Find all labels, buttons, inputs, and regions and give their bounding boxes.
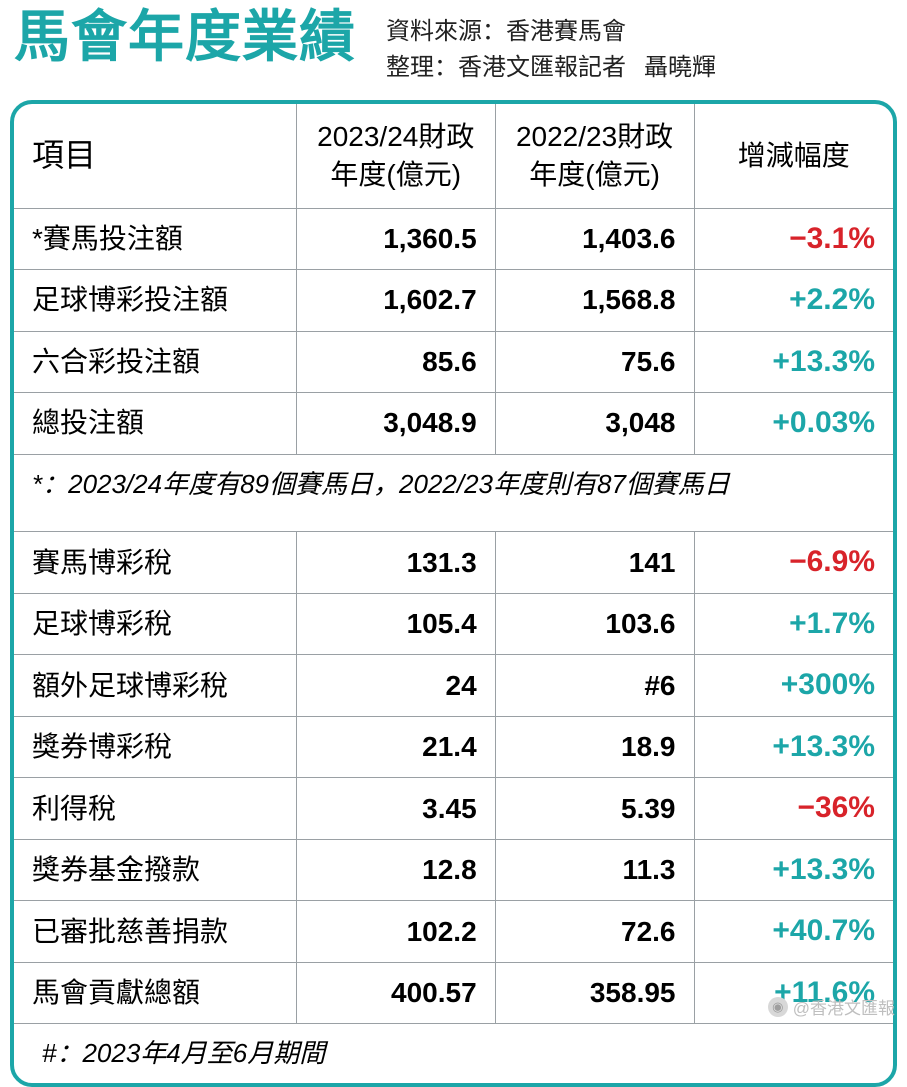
row-label: 六合彩投注額 xyxy=(14,331,296,393)
row-delta: −3.1% xyxy=(694,208,893,270)
table-row: 馬會貢獻總額400.57358.95+11.6% xyxy=(14,962,893,1024)
row-value-fy2324: 131.3 xyxy=(296,532,495,594)
row-delta: +40.7% xyxy=(694,901,893,963)
row-value-fy2324: 1,360.5 xyxy=(296,208,495,270)
row-delta: +2.2% xyxy=(694,270,893,332)
row-label: 足球博彩稅 xyxy=(14,593,296,655)
row-value-fy2223: 1,568.8 xyxy=(495,270,694,332)
table-row: 利得稅3.455.39−36% xyxy=(14,778,893,840)
row-delta: +0.03% xyxy=(694,393,893,455)
table-row: 獎券博彩稅21.418.9+13.3% xyxy=(14,716,893,778)
source-line-2: 整理：香港文匯報記者聶曉輝 xyxy=(386,50,716,86)
row-delta: −36% xyxy=(694,778,893,840)
watermark-text: @香港文匯報 xyxy=(793,994,895,1019)
row-value-fy2324: 85.6 xyxy=(296,331,495,393)
source-value: 香港賽馬會 xyxy=(506,18,626,45)
row-value-fy2223: 18.9 xyxy=(495,716,694,778)
header: 馬會年度業績 資料來源：香港賽馬會 整理：香港文匯報記者聶曉輝 xyxy=(0,0,907,86)
compiled-by: 香港文匯報記者 xyxy=(458,54,626,81)
row-value-fy2223: 3,048 xyxy=(495,393,694,455)
table-body: *賽馬投注額1,360.51,403.6−3.1%足球博彩投注額1,602.71… xyxy=(14,208,893,1083)
table-row: 六合彩投注額85.675.6+13.3% xyxy=(14,331,893,393)
row-label: 賽馬博彩稅 xyxy=(14,532,296,594)
table-head: 項目 2023/24財政 年度(億元) 2022/23財政 年度(億元) 增減幅… xyxy=(14,104,893,208)
row-value-fy2223: #6 xyxy=(495,655,694,717)
footnote-2: #：2023年4月至6月期間 xyxy=(14,1024,893,1084)
row-delta: +13.3% xyxy=(694,331,893,393)
row-value-fy2324: 105.4 xyxy=(296,593,495,655)
compiled-label: 整理： xyxy=(386,54,458,81)
footnote-row-1: *：2023/24年度有89個賽馬日，2022/23年度則有87個賽馬日 xyxy=(14,454,893,514)
table-row: 額外足球博彩稅24#6+300% xyxy=(14,655,893,717)
row-label: 獎券博彩稅 xyxy=(14,716,296,778)
table-row: *賽馬投注額1,360.51,403.6−3.1% xyxy=(14,208,893,270)
row-label: 總投注額 xyxy=(14,393,296,455)
row-value-fy2223: 72.6 xyxy=(495,901,694,963)
table-row: 總投注額3,048.93,048+0.03% xyxy=(14,393,893,455)
table-row: 賽馬博彩稅131.3141−6.9% xyxy=(14,532,893,594)
row-value-fy2223: 103.6 xyxy=(495,593,694,655)
data-table-wrap: 項目 2023/24財政 年度(億元) 2022/23財政 年度(億元) 增減幅… xyxy=(10,100,897,1087)
row-label: 馬會貢獻總額 xyxy=(14,962,296,1024)
table-row: 足球博彩投注額1,602.71,568.8+2.2% xyxy=(14,270,893,332)
row-delta: +13.3% xyxy=(694,839,893,901)
row-value-fy2223: 1,403.6 xyxy=(495,208,694,270)
row-value-fy2324: 400.57 xyxy=(296,962,495,1024)
row-value-fy2223: 141 xyxy=(495,532,694,594)
col-header-fy2223: 2022/23財政 年度(億元) xyxy=(495,104,694,208)
col-header-item: 項目 xyxy=(14,104,296,208)
row-value-fy2324: 3,048.9 xyxy=(296,393,495,455)
weibo-icon: ◉ xyxy=(768,997,788,1017)
row-label: 利得稅 xyxy=(14,778,296,840)
spacer-row xyxy=(14,514,893,532)
row-value-fy2223: 358.95 xyxy=(495,962,694,1024)
watermark: ◉ @香港文匯報 xyxy=(768,994,895,1019)
row-value-fy2223: 11.3 xyxy=(495,839,694,901)
footnote-1: *：2023/24年度有89個賽馬日，2022/23年度則有87個賽馬日 xyxy=(14,454,893,514)
row-label: 足球博彩投注額 xyxy=(14,270,296,332)
row-delta: −6.9% xyxy=(694,532,893,594)
table-row: 獎券基金撥款12.811.3+13.3% xyxy=(14,839,893,901)
source-label: 資料來源： xyxy=(386,18,506,45)
row-label: 額外足球博彩稅 xyxy=(14,655,296,717)
row-value-fy2324: 1,602.7 xyxy=(296,270,495,332)
row-value-fy2324: 12.8 xyxy=(296,839,495,901)
source-block: 資料來源：香港賽馬會 整理：香港文匯報記者聶曉輝 xyxy=(386,8,716,86)
row-value-fy2324: 102.2 xyxy=(296,901,495,963)
row-value-fy2324: 3.45 xyxy=(296,778,495,840)
data-table: 項目 2023/24財政 年度(億元) 2022/23財政 年度(億元) 增減幅… xyxy=(14,104,893,1083)
row-delta: +300% xyxy=(694,655,893,717)
col-header-fy2324: 2023/24財政 年度(億元) xyxy=(296,104,495,208)
row-value-fy2223: 75.6 xyxy=(495,331,694,393)
row-label: 獎券基金撥款 xyxy=(14,839,296,901)
row-label: *賽馬投注額 xyxy=(14,208,296,270)
row-label: 已審批慈善捐款 xyxy=(14,901,296,963)
table-row: 足球博彩稅105.4103.6+1.7% xyxy=(14,593,893,655)
page-title: 馬會年度業績 xyxy=(14,8,356,67)
footnote-row-2: #：2023年4月至6月期間 xyxy=(14,1024,893,1084)
row-value-fy2324: 24 xyxy=(296,655,495,717)
row-delta: +1.7% xyxy=(694,593,893,655)
col-header-delta: 增減幅度 xyxy=(694,104,893,208)
table-row: 已審批慈善捐款102.272.6+40.7% xyxy=(14,901,893,963)
row-value-fy2223: 5.39 xyxy=(495,778,694,840)
source-line-1: 資料來源：香港賽馬會 xyxy=(386,14,716,50)
row-value-fy2324: 21.4 xyxy=(296,716,495,778)
reporter: 聶曉輝 xyxy=(644,54,716,81)
row-delta: +13.3% xyxy=(694,716,893,778)
